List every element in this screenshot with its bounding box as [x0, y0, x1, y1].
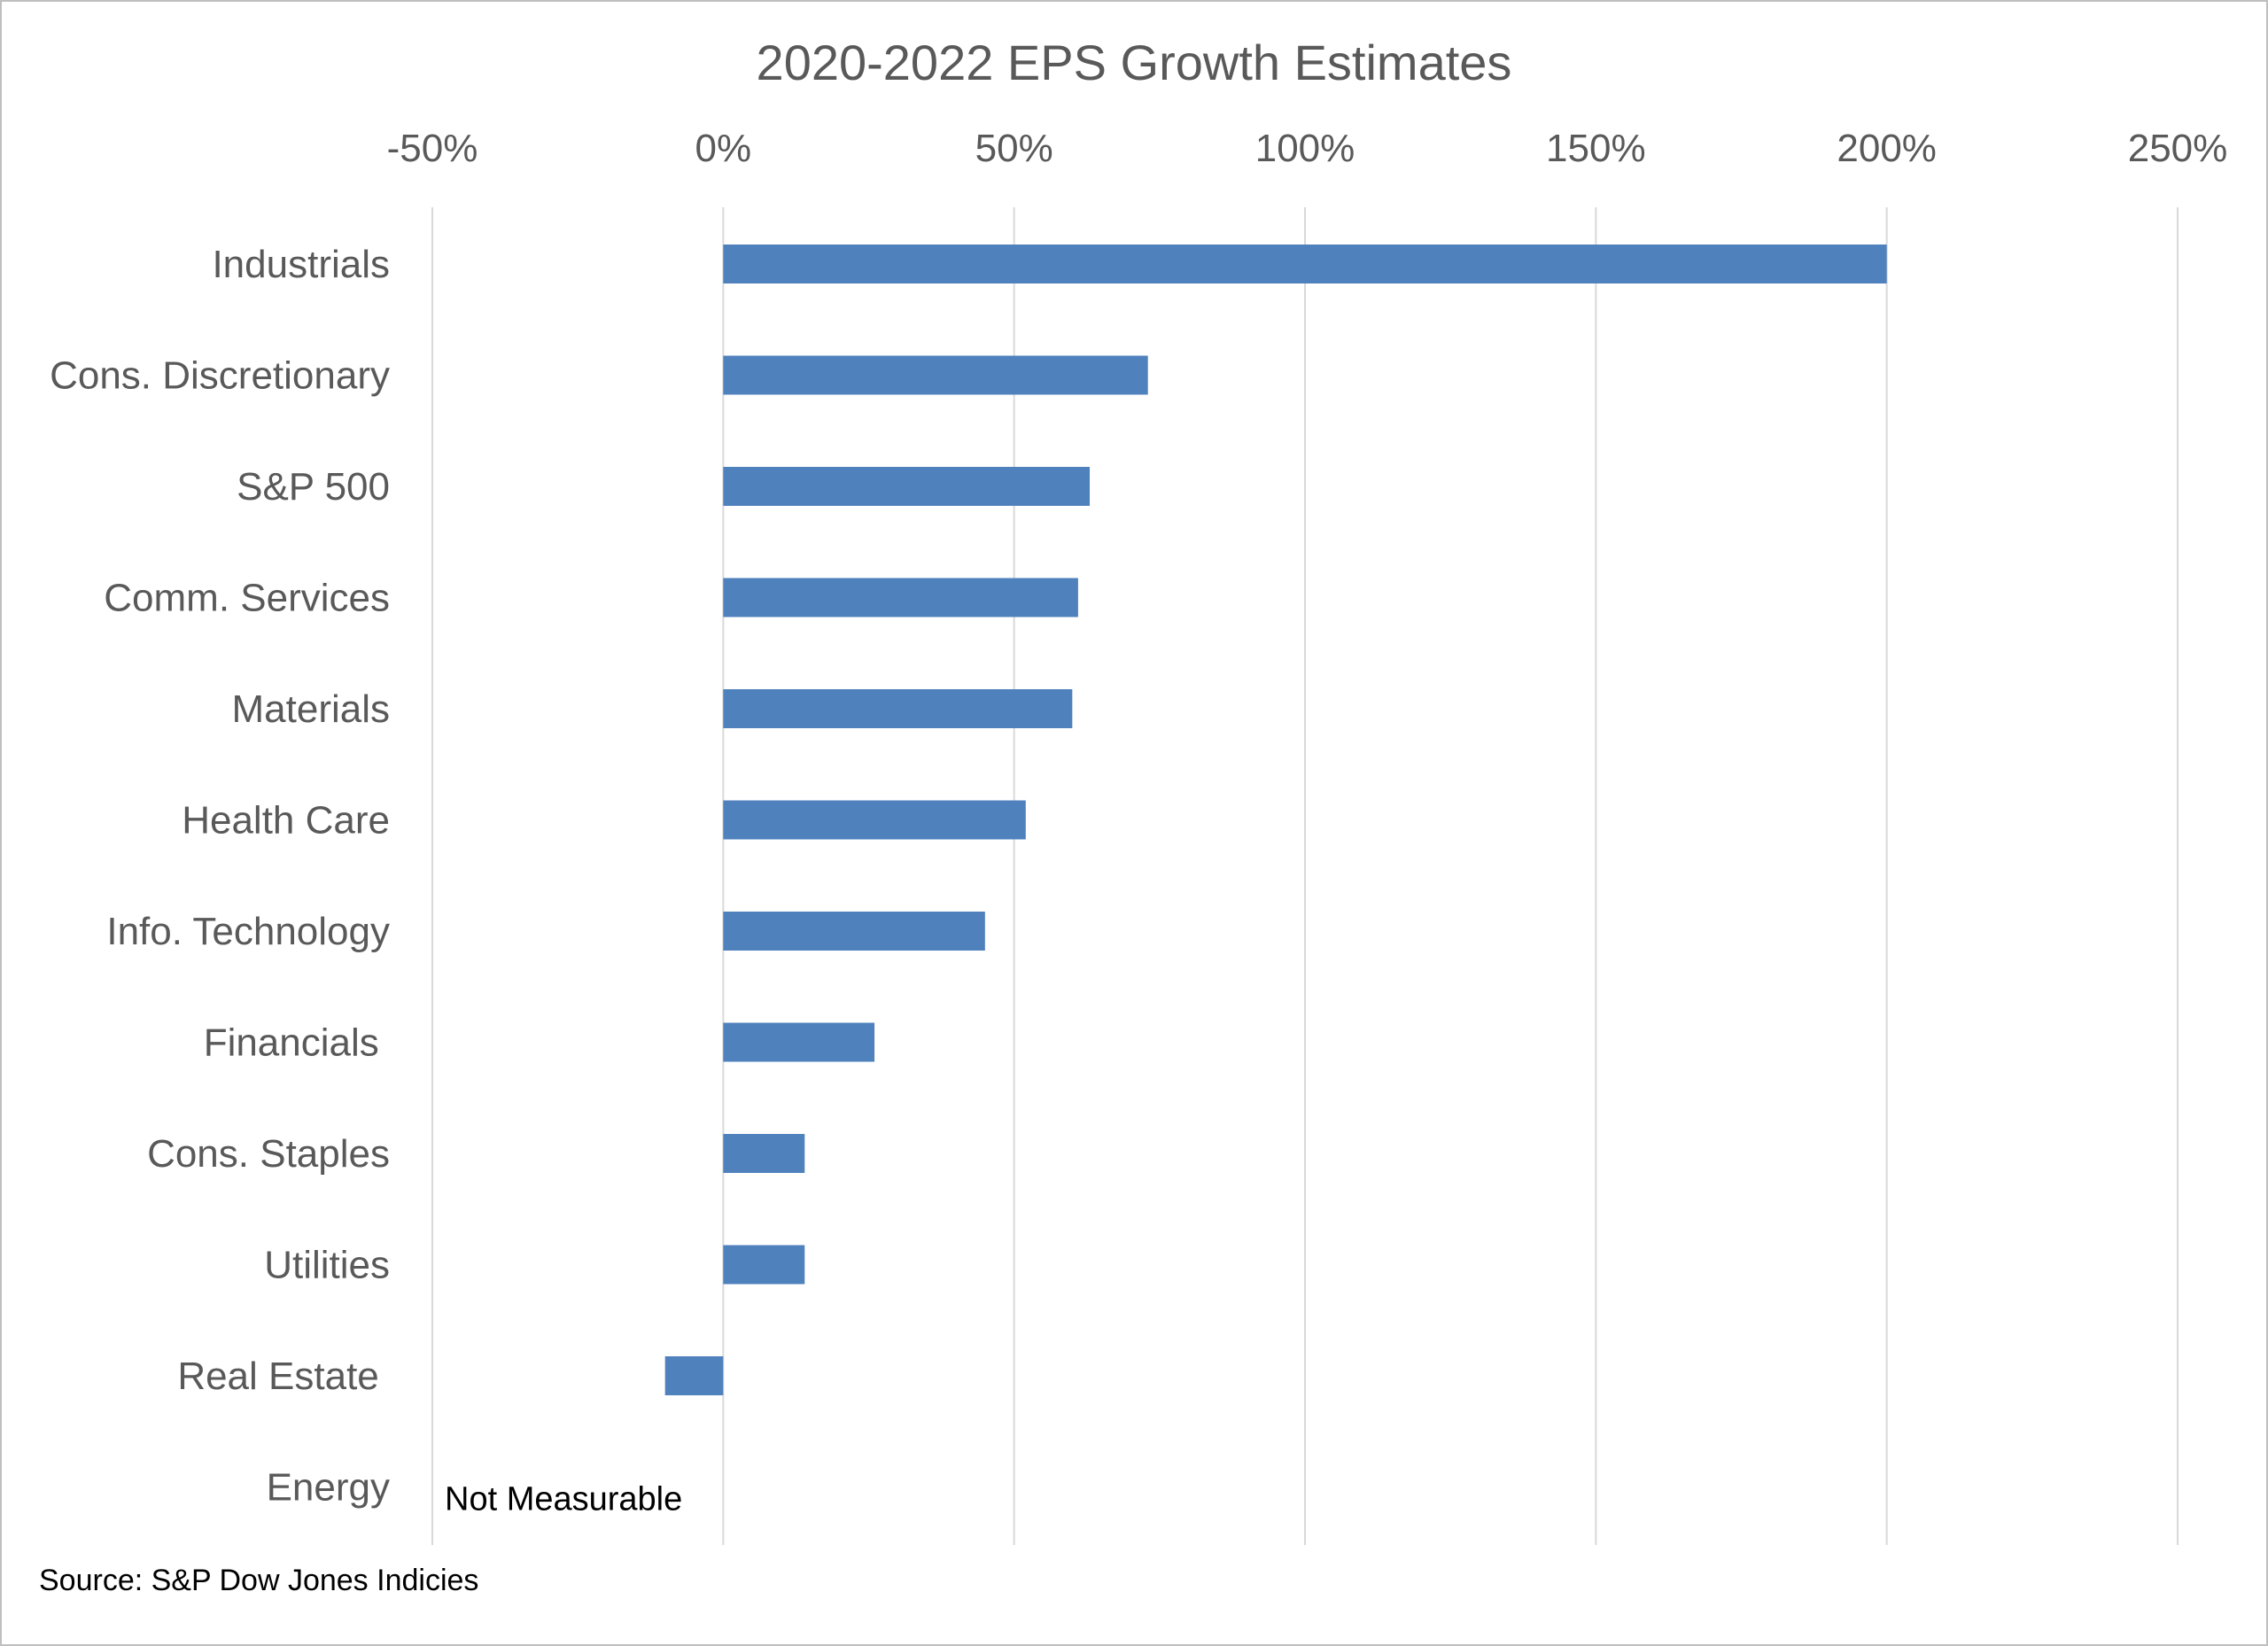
bar	[723, 578, 1078, 617]
category-label: Cons. Staples	[147, 1132, 390, 1176]
x-axis-ticks: -50% 0% 50% 100% 150% 200% 250%	[387, 127, 2228, 170]
bar	[723, 1245, 805, 1285]
bar-annotation: Not Measurable	[445, 1481, 682, 1518]
category-label: Industrials	[212, 243, 390, 286]
x-tick-label: 250%	[2128, 127, 2228, 170]
gridlines	[431, 207, 2179, 1545]
bar	[723, 245, 1887, 283]
category-label: Energy	[267, 1466, 390, 1510]
x-tick-label: 200%	[1837, 127, 1937, 170]
x-tick-label: 50%	[975, 127, 1053, 170]
bar	[723, 1134, 805, 1173]
category-label: Health Care	[182, 799, 390, 842]
bar	[723, 1022, 875, 1062]
x-tick-label: 0%	[695, 127, 752, 170]
bar	[723, 800, 1026, 840]
category-label: Financials	[204, 1021, 390, 1065]
x-tick-label: -50%	[387, 127, 478, 170]
x-tick-label: 150%	[1546, 127, 1646, 170]
bar	[723, 355, 1148, 395]
annotations: Not Measurable	[445, 1481, 682, 1518]
bars	[664, 245, 1887, 1395]
chart-title: 2020-2022 EPS Growth Estimates	[757, 35, 1512, 90]
bar	[723, 912, 985, 951]
category-labels: Industrials Cons. Discretionary S&P 500 Com…	[50, 243, 390, 1510]
bar	[723, 467, 1091, 506]
category-label: Cons. Discretionary	[50, 354, 390, 398]
category-label: Real Estate	[177, 1355, 390, 1398]
bar	[723, 689, 1073, 728]
category-label: Comm. Services	[104, 577, 390, 620]
bar	[664, 1356, 724, 1395]
category-label: Materials	[232, 687, 391, 731]
x-tick-label: 100%	[1255, 127, 1355, 170]
category-label: Utilities	[264, 1244, 390, 1287]
source-note: Source: S&P Dow Jones Indicies	[39, 1564, 478, 1597]
category-label: Info. Technology	[106, 910, 390, 953]
category-label: S&P 500	[237, 465, 390, 509]
